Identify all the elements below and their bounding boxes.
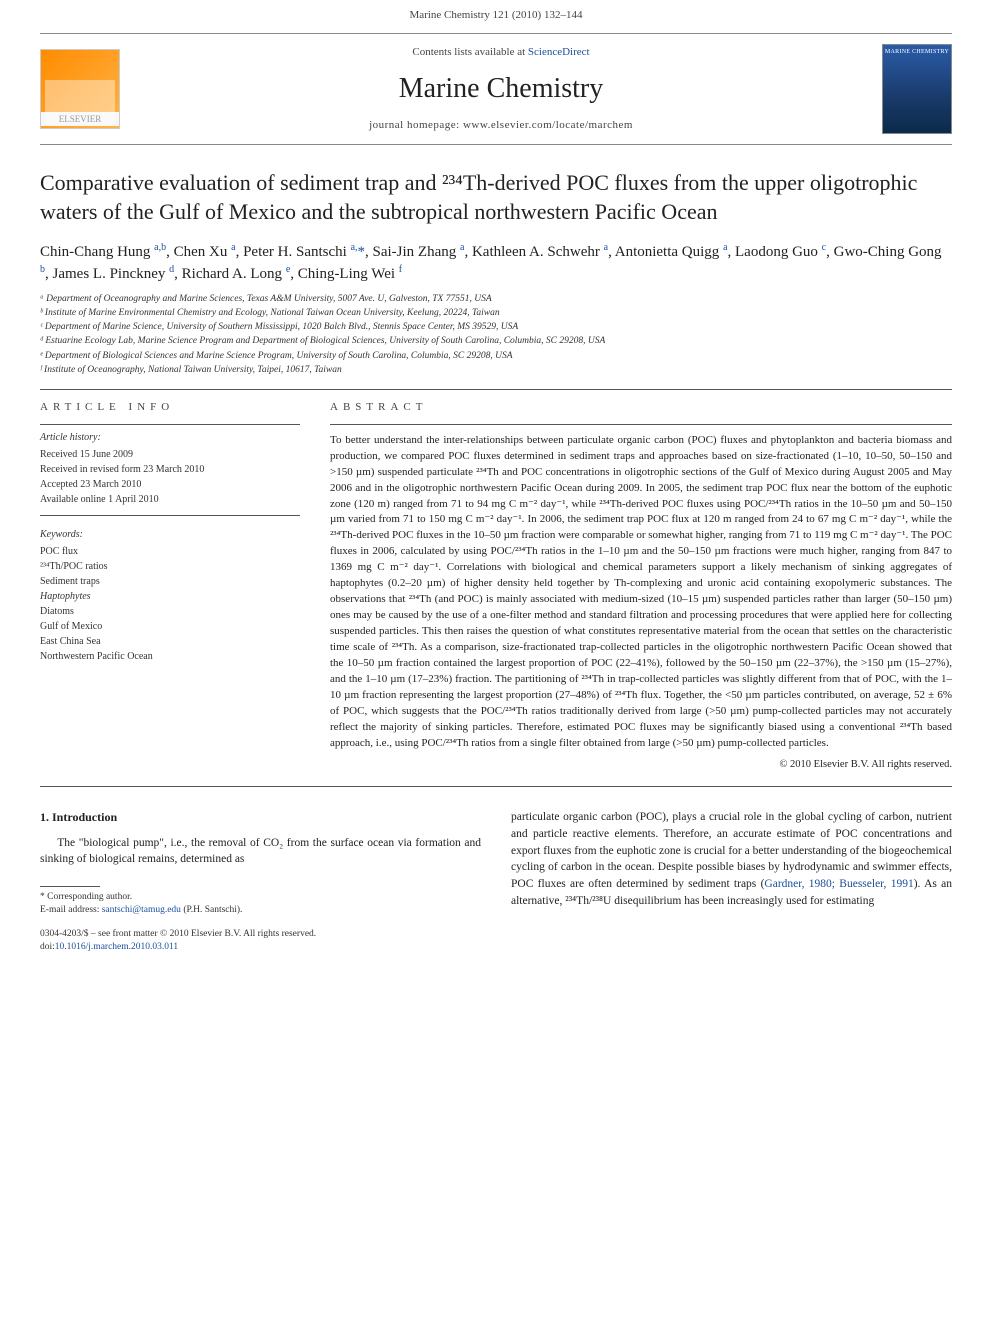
affiliations: ᵃ Department of Oceanography and Marine … [40,293,952,378]
citation-link[interactable]: Gardner, 1980; Buesseler, 1991 [764,878,913,890]
keyword-line: ²³⁴Th/POC ratios [40,559,300,574]
article-info-col: article info Article history: Received 1… [40,400,300,772]
homepage-line: journal homepage: www.elsevier.com/locat… [120,118,882,133]
footnote-rule [40,886,100,887]
divider [40,424,300,425]
journal-cover-label: MARINE CHEMISTRY [883,48,951,56]
keyword-line: Haptophytes [40,589,300,604]
affiliation-line: ᶠ Institute of Oceanography, National Ta… [40,364,952,377]
elsevier-logo: ELSEVIER [40,49,120,129]
body-columns: 1. Introduction The "biological pump", i… [40,809,952,954]
email-line: E-mail address: santschi@tamug.edu (P.H.… [40,904,481,917]
intro-para-1: The "biological pump", i.e., the removal… [40,835,481,868]
abstract-text: To better understand the inter-relations… [330,433,952,752]
email-suffix: (P.H. Santschi). [181,905,243,915]
history-line: Received 15 June 2009 [40,447,300,462]
contents-line: Contents lists available at ScienceDirec… [120,45,882,60]
doi-link[interactable]: 10.1016/j.marchem.2010.03.011 [55,942,178,952]
keywords-label: Keywords: [40,528,300,542]
keyword-line: Northwestern Pacific Ocean [40,649,300,664]
corresponding-author-note: * Corresponding author. [40,891,481,904]
history-line: Available online 1 April 2010 [40,492,300,507]
divider [330,424,952,425]
keyword-line: East China Sea [40,634,300,649]
doi-prefix: doi: [40,942,55,952]
authors: Chin-Chang Hung a,b, Chen Xu a, Peter H.… [40,241,952,285]
running-head: Marine Chemistry 121 (2010) 132–144 [0,0,992,27]
affiliation-line: ᵉ Department of Biological Sciences and … [40,350,952,363]
affiliation-line: ᵈ Estuarine Ecology Lab, Marine Science … [40,335,952,348]
homepage-url: www.elsevier.com/locate/marchem [463,119,633,131]
affiliation-line: ᵇ Institute of Marine Environmental Chem… [40,307,952,320]
history-line: Received in revised form 23 March 2010 [40,462,300,477]
banner-center: Contents lists available at ScienceDirec… [120,45,882,133]
affiliation-line: ᶜ Department of Marine Science, Universi… [40,321,952,334]
journal-title: Marine Chemistry [120,69,882,108]
article-title: Comparative evaluation of sediment trap … [40,169,952,226]
divider [40,786,952,787]
history-label: Article history: [40,431,300,445]
divider [40,389,952,390]
info-abstract-row: article info Article history: Received 1… [40,400,952,772]
keyword-line: POC flux [40,544,300,559]
contents-prefix: Contents lists available at [412,46,527,58]
journal-banner: ELSEVIER Contents lists available at Sci… [40,33,952,145]
content: Comparative evaluation of sediment trap … [0,169,992,954]
history-line: Accepted 23 March 2010 [40,477,300,492]
front-matter-line: 0304-4203/$ – see front matter © 2010 El… [40,928,481,941]
email-label: E-mail address: [40,905,102,915]
intro-para-right: particulate organic carbon (POC), plays … [511,809,952,909]
body-col-right: particulate organic carbon (POC), plays … [511,809,952,954]
sciencedirect-link[interactable]: ScienceDirect [528,46,590,58]
body-col-left: 1. Introduction The "biological pump", i… [40,809,481,954]
divider [40,515,300,516]
doi-block: 0304-4203/$ – see front matter © 2010 El… [40,928,481,955]
intro-heading: 1. Introduction [40,809,481,826]
article-info-label: article info [40,400,300,415]
keyword-line: Sediment traps [40,574,300,589]
abstract-copyright: © 2010 Elsevier B.V. All rights reserved… [330,758,952,773]
elsevier-logo-label: ELSEVIER [41,112,119,127]
homepage-prefix: journal homepage: [369,119,463,131]
keyword-line: Diatoms [40,604,300,619]
corresponding-email-link[interactable]: santschi@tamug.edu [102,905,181,915]
keyword-line: Gulf of Mexico [40,619,300,634]
abstract-col: abstract To better understand the inter-… [330,400,952,772]
affiliation-line: ᵃ Department of Oceanography and Marine … [40,293,952,306]
abstract-label: abstract [330,400,952,415]
journal-cover-thumb: MARINE CHEMISTRY [882,44,952,134]
